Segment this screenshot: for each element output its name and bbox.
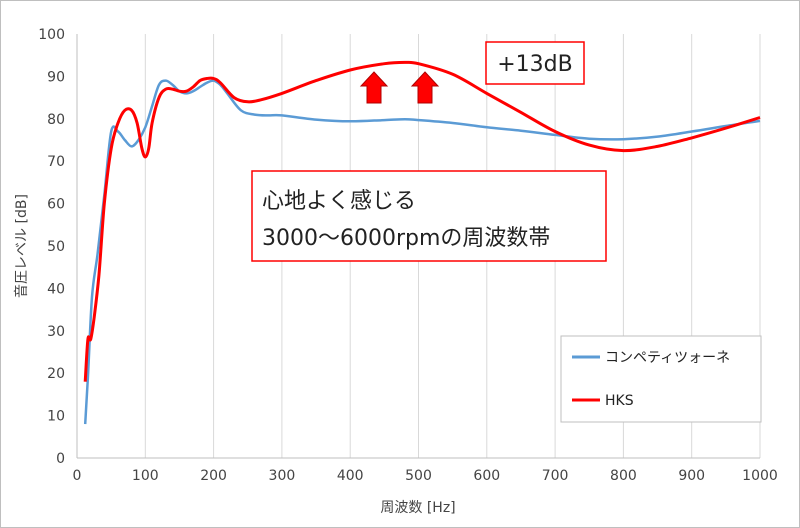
x-tick-label: 100: [132, 468, 159, 484]
y-tick-label: 10: [47, 409, 65, 425]
y-tick-label: 0: [56, 451, 65, 467]
y-tick-label: 90: [47, 69, 65, 85]
y-tick-label: 80: [47, 112, 65, 128]
x-tick-label: 500: [405, 468, 432, 484]
gain-annotation-text: +13dB: [497, 52, 573, 77]
up-arrow-icon: [410, 71, 440, 104]
series-line-hks: [83, 60, 761, 382]
gain-annotation: +13dB: [485, 41, 585, 85]
up-arrow-icon: [359, 71, 389, 104]
note-annotation-line2: 3000～6000rpmの周波数帯: [262, 226, 550, 251]
x-tick-label: 900: [678, 468, 705, 484]
y-axis-label: 音圧レベル [dB]: [13, 194, 30, 298]
note-annotation-box: [251, 170, 607, 262]
note-annotation-line1: 心地よく感じる: [262, 189, 416, 214]
legend-box: [560, 335, 762, 423]
gain-annotation-box: [485, 41, 585, 85]
x-tick-label: 400: [337, 468, 364, 484]
legend-label-hks: HKS: [605, 393, 634, 409]
note-annotation: 心地よく感じる 3000～6000rpmの周波数帯: [251, 170, 607, 262]
y-tick-label: 60: [47, 197, 65, 213]
x-tick-label: 0: [73, 468, 82, 484]
legend-label-competizione: コンペティツォーネ: [605, 350, 730, 366]
x-tick-label: 300: [269, 468, 296, 484]
increase-arrows: [359, 71, 440, 104]
y-tick-label: 30: [47, 324, 65, 340]
x-tick-label: 600: [473, 468, 500, 484]
series-line-competizione: [83, 79, 761, 425]
x-tick-label: 800: [610, 468, 637, 484]
axes: [76, 34, 760, 459]
series-lines: [83, 60, 761, 425]
legend: コンペティツォーネ HKS: [560, 335, 762, 423]
y-tick-label: 50: [47, 239, 65, 255]
tick-labels: 0 100 200 300 400 500 600 700 800 900 1000 0 10 20 30 4…: [38, 27, 778, 484]
y-tick-label: 20: [47, 366, 65, 382]
y-tick-label: 70: [47, 154, 65, 170]
x-axis-label: 周波数 [Hz]: [380, 500, 455, 516]
x-tick-label: 700: [542, 468, 569, 484]
y-tick-label: 40: [47, 281, 65, 297]
x-tick-label: 200: [200, 468, 227, 484]
x-tick-label: 1000: [742, 468, 778, 484]
y-tick-label: 100: [38, 27, 65, 43]
